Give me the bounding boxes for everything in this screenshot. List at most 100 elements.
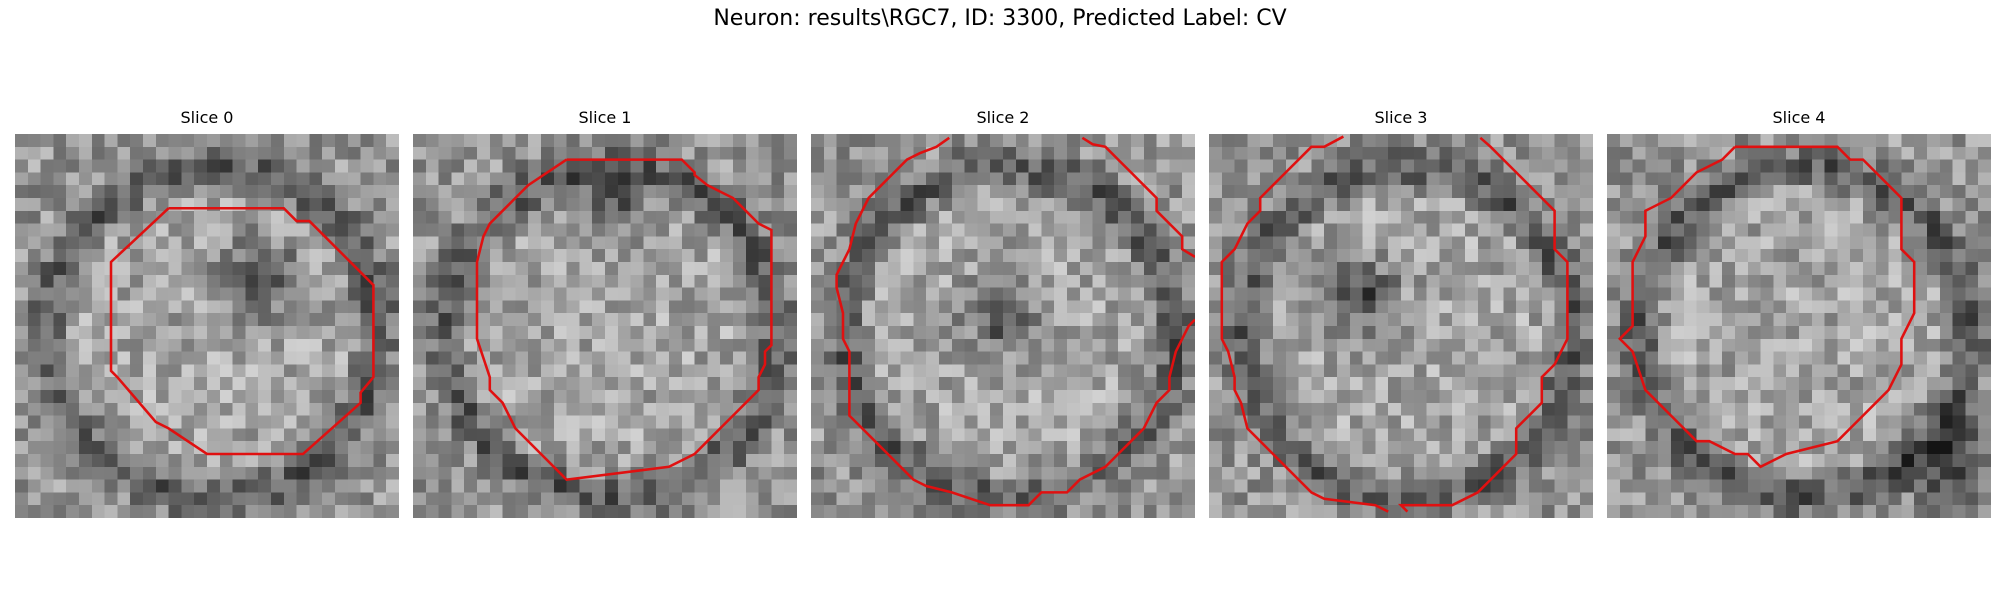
pixel (1709, 287, 1723, 301)
pixel (168, 466, 182, 480)
pixel (40, 505, 54, 518)
pixel (887, 134, 901, 148)
pixel (1901, 479, 1915, 493)
pixel (528, 402, 542, 416)
pixel (541, 210, 555, 224)
pixel (335, 210, 349, 224)
pixel (566, 415, 580, 429)
pixel (617, 351, 631, 365)
pixel (413, 185, 427, 199)
pixel (296, 300, 310, 314)
pixel (1041, 441, 1055, 455)
pixel (1285, 223, 1299, 237)
pixel (502, 210, 516, 224)
pixel (1901, 300, 1915, 314)
pixel (1863, 146, 1877, 160)
pixel (811, 505, 825, 518)
pixel (1722, 466, 1736, 480)
pixel (1786, 428, 1800, 442)
pixel (1375, 390, 1389, 404)
pixel (939, 249, 953, 263)
pixel (1503, 146, 1517, 160)
pixel (207, 402, 221, 416)
pixel (887, 441, 901, 455)
pixel (502, 441, 516, 455)
pixel (1490, 198, 1504, 212)
pixel (1824, 249, 1838, 263)
pixel (1054, 454, 1068, 468)
pixel (1388, 134, 1402, 148)
pixel (1709, 428, 1723, 442)
pixel (283, 262, 297, 276)
pixel (1837, 287, 1851, 301)
pixel (143, 466, 157, 480)
pixel (656, 479, 670, 493)
pixel (1490, 428, 1504, 442)
pixel (669, 146, 683, 160)
pixel (643, 146, 657, 160)
pixel (1298, 198, 1312, 212)
pixel (1952, 274, 1966, 288)
pixel (1156, 338, 1170, 352)
pixel (438, 428, 452, 442)
pixel (1722, 159, 1736, 173)
pixel (926, 236, 940, 250)
pixel (515, 249, 529, 263)
pixel (477, 313, 491, 327)
pixel (271, 287, 285, 301)
pixel (643, 338, 657, 352)
pixel (27, 185, 41, 199)
pixel (977, 441, 991, 455)
pixel (232, 492, 246, 506)
pixel (977, 313, 991, 327)
pixel (1477, 351, 1491, 365)
pixel (1439, 390, 1453, 404)
pixel (219, 351, 233, 365)
pixel (1580, 326, 1593, 340)
pixel (1209, 505, 1223, 518)
pixel (1388, 236, 1402, 250)
pixel (694, 300, 708, 314)
pixel (1529, 198, 1543, 212)
pixel (1015, 236, 1029, 250)
pixel (27, 390, 41, 404)
pixel (104, 415, 118, 429)
pixel (1632, 185, 1646, 199)
pixel (836, 415, 850, 429)
pixel (1824, 492, 1838, 506)
pixel (630, 274, 644, 288)
pixel (245, 274, 259, 288)
pixel (733, 172, 747, 186)
pixel (477, 415, 491, 429)
pixel (1927, 146, 1941, 160)
pixel (1837, 249, 1851, 263)
pixel (707, 185, 721, 199)
pixel (1118, 262, 1132, 276)
pixel (322, 236, 336, 250)
pixel (143, 505, 157, 518)
pixel (1735, 338, 1749, 352)
pixel (1978, 505, 1991, 518)
pixel (758, 313, 772, 327)
pixel (1850, 338, 1864, 352)
pixel (784, 159, 797, 173)
pixel (489, 351, 503, 365)
pixel (1362, 351, 1376, 365)
pixel (605, 287, 619, 301)
pixel (1118, 428, 1132, 442)
pixel (1567, 402, 1581, 416)
pixel (694, 236, 708, 250)
pixel (1786, 402, 1800, 416)
pixel (1671, 390, 1685, 404)
pixel (1273, 159, 1287, 173)
pixel (1234, 159, 1248, 173)
pixel (1709, 441, 1723, 455)
pixel (1092, 185, 1106, 199)
slice-image (1607, 134, 1991, 518)
pixel (1850, 185, 1864, 199)
pixel (1671, 159, 1685, 173)
pixel (258, 313, 272, 327)
pixel (477, 402, 491, 416)
pixel (707, 351, 721, 365)
pixel (1401, 326, 1415, 340)
